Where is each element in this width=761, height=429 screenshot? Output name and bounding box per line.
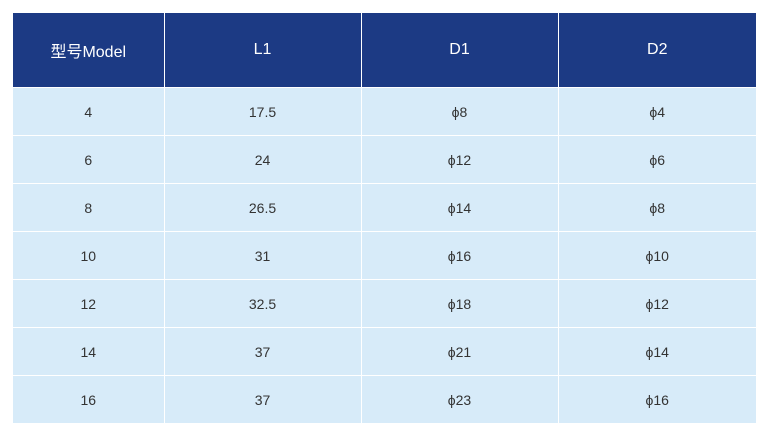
header-model: 型号Model xyxy=(13,13,164,88)
cell-d2: ϕ4 xyxy=(557,87,756,136)
table-row: 14 37 ϕ21 ϕ14 xyxy=(13,327,756,376)
table-row: 12 32.5 ϕ18 ϕ12 xyxy=(13,279,756,328)
cell-model: 8 xyxy=(13,183,164,232)
cell-d2: ϕ14 xyxy=(557,327,756,376)
cell-model: 14 xyxy=(13,327,164,376)
cell-d1: ϕ12 xyxy=(360,135,558,184)
cell-l1: 17.5 xyxy=(163,87,361,136)
cell-l1: 31 xyxy=(163,231,361,280)
cell-l1: 37 xyxy=(163,375,361,423)
cell-d1: ϕ14 xyxy=(360,183,558,232)
cell-l1: 37 xyxy=(163,327,361,376)
cell-model: 6 xyxy=(13,135,164,184)
header-row: 型号Model L1 D1 D2 xyxy=(13,13,756,88)
cell-d2: ϕ16 xyxy=(557,375,756,423)
cell-model: 4 xyxy=(13,87,164,136)
cell-d1: ϕ16 xyxy=(360,231,558,280)
cell-d2: ϕ10 xyxy=(557,231,756,280)
cell-d1: ϕ18 xyxy=(360,279,558,328)
cell-l1: 24 xyxy=(163,135,361,184)
spec-table: 型号Model L1 D1 D2 4 17.5 ϕ8 ϕ4 6 24 ϕ12 ϕ… xyxy=(13,13,756,423)
cell-d1: ϕ21 xyxy=(360,327,558,376)
table-row: 8 26.5 ϕ14 ϕ8 xyxy=(13,183,756,232)
header-d2: D2 xyxy=(557,13,756,88)
cell-model: 10 xyxy=(13,231,164,280)
table-row: 4 17.5 ϕ8 ϕ4 xyxy=(13,87,756,136)
cell-l1: 32.5 xyxy=(163,279,361,328)
cell-d1: ϕ8 xyxy=(360,87,558,136)
cell-l1: 26.5 xyxy=(163,183,361,232)
cell-d2: ϕ8 xyxy=(557,183,756,232)
cell-model: 12 xyxy=(13,279,164,328)
cell-model: 16 xyxy=(13,375,164,423)
header-d1: D1 xyxy=(360,13,558,88)
table-body: 4 17.5 ϕ8 ϕ4 6 24 ϕ12 ϕ6 8 26.5 ϕ14 ϕ8 1… xyxy=(13,87,756,423)
table-header: 型号Model L1 D1 D2 xyxy=(13,13,756,88)
header-l1: L1 xyxy=(163,13,361,88)
cell-d1: ϕ23 xyxy=(360,375,558,423)
table-row: 10 31 ϕ16 ϕ10 xyxy=(13,231,756,280)
cell-d2: ϕ6 xyxy=(557,135,756,184)
table-row: 16 37 ϕ23 ϕ16 xyxy=(13,375,756,423)
table-row: 6 24 ϕ12 ϕ6 xyxy=(13,135,756,184)
cell-d2: ϕ12 xyxy=(557,279,756,328)
